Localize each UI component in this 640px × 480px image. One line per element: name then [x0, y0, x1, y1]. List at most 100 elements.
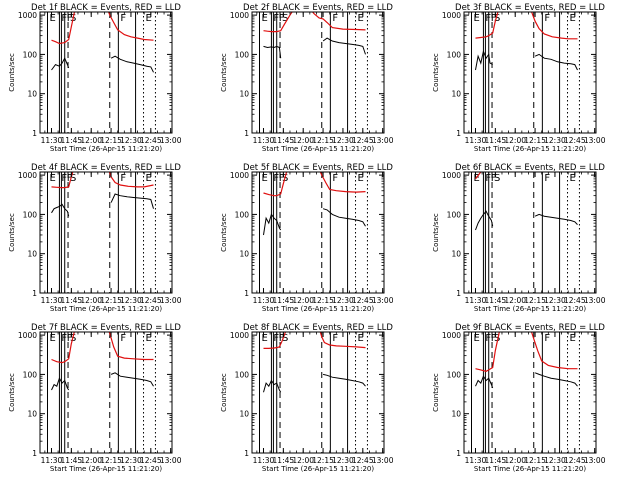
y-axis-label: Counts/sec — [432, 373, 440, 412]
x-axis-label: Start Time (26-Apr-15 11:21:20) — [262, 145, 374, 153]
marker-label-S: S — [494, 333, 500, 344]
x-axis-label: Start Time (26-Apr-15 11:21:20) — [50, 305, 162, 313]
marker-label-F: F — [120, 173, 126, 184]
y-tick-label: 1000 — [230, 171, 249, 180]
x-tick-label: 12:00 — [292, 456, 314, 465]
events-series-line — [110, 55, 154, 73]
plot-frame — [39, 11, 173, 134]
panel-det-6: EFFSFE110100100011:3011:4512:0012:1512:3… — [432, 163, 606, 313]
x-tick-label: 11:45 — [61, 296, 83, 305]
x-tick-label: 12:00 — [504, 456, 526, 465]
y-tick-label: 10 — [27, 250, 37, 259]
y-tick-label: 100 — [23, 370, 38, 379]
x-tick-label: 12:15 — [312, 456, 334, 465]
marker-label-F: F — [544, 13, 550, 24]
marker-label-F: F — [544, 333, 550, 344]
marker-label-E: E — [50, 13, 56, 24]
y-tick-label: 1000 — [18, 171, 37, 180]
y-tick-label: 1 — [244, 289, 249, 298]
y-tick-label: 1000 — [230, 331, 249, 340]
x-tick-label: 13:00 — [584, 136, 606, 145]
panel-title: Det 2f BLACK = Events, RED = LLD — [243, 3, 393, 13]
y-tick-label: 10 — [451, 410, 461, 419]
y-tick-label: 100 — [235, 50, 250, 59]
x-tick-label: 11:30 — [253, 296, 275, 305]
y-tick-label: 10 — [451, 90, 461, 99]
x-tick-label: 11:45 — [485, 136, 507, 145]
x-tick-label: 12:00 — [504, 136, 526, 145]
marker-label-F: F — [67, 173, 73, 184]
x-tick-label: 12:45 — [352, 296, 374, 305]
events-series-line — [534, 53, 578, 71]
marker-label-F: F — [120, 333, 126, 344]
panel-det-1: EFFSFE110100100011:3011:4512:0012:1512:3… — [8, 3, 182, 153]
x-tick-label: 12:00 — [504, 296, 526, 305]
x-tick-label: 12:00 — [80, 136, 102, 145]
plot-frame — [39, 171, 173, 294]
marker-label-F: F — [279, 13, 285, 24]
lld-series-line — [263, 12, 366, 33]
marker-label-S: S — [70, 173, 76, 184]
y-tick-label: 10 — [239, 410, 249, 419]
events-series-line — [110, 193, 154, 209]
x-tick-label: 12:15 — [524, 296, 546, 305]
plot-frame — [463, 331, 597, 454]
x-axis-label: Start Time (26-Apr-15 11:21:20) — [474, 145, 586, 153]
y-tick-label: 100 — [447, 50, 462, 59]
events-series-line — [322, 37, 366, 55]
x-tick-label: 11:30 — [41, 296, 63, 305]
y-tick-label: 1 — [32, 129, 37, 138]
marker-label-F: F — [332, 173, 338, 184]
x-tick-label: 12:30 — [332, 296, 354, 305]
x-tick-label: 12:45 — [140, 456, 162, 465]
x-tick-label: 11:30 — [465, 296, 487, 305]
x-tick-label: 13:00 — [584, 296, 606, 305]
plot-frame — [251, 331, 385, 454]
plot-frame — [251, 11, 385, 134]
x-tick-label: 12:30 — [120, 296, 142, 305]
plot-frame — [39, 331, 173, 454]
marker-label-F: F — [120, 13, 126, 24]
x-tick-label: 12:30 — [120, 136, 142, 145]
y-tick-label: 100 — [447, 370, 462, 379]
marker-label-F: F — [279, 333, 285, 344]
plot-frame — [463, 171, 597, 294]
y-axis-label: Counts/sec — [220, 373, 228, 412]
x-tick-label: 12:15 — [312, 136, 334, 145]
panel-title: Det 5f BLACK = Events, RED = LLD — [243, 163, 393, 173]
x-tick-label: 11:30 — [41, 136, 63, 145]
panel-det-5: EFFSFE110100100011:3011:4512:0012:1512:3… — [220, 163, 394, 313]
x-axis-label: Start Time (26-Apr-15 11:21:20) — [262, 465, 374, 473]
panel-det-2: EFFSFE110100100011:3011:4512:0012:1512:3… — [220, 3, 394, 153]
marker-label-S: S — [282, 333, 288, 344]
marker-label-F: F — [279, 173, 285, 184]
x-tick-label: 13:00 — [372, 296, 394, 305]
panel-title: Det 1f BLACK = Events, RED = LLD — [31, 3, 181, 13]
y-tick-label: 100 — [23, 210, 38, 219]
x-tick-label: 12:00 — [292, 296, 314, 305]
marker-label-F: F — [491, 333, 497, 344]
marker-label-F: F — [544, 173, 550, 184]
x-axis-label: Start Time (26-Apr-15 11:21:20) — [474, 305, 586, 313]
marker-label-E: E — [262, 173, 268, 184]
y-axis-label: Counts/sec — [8, 213, 16, 252]
x-axis-label: Start Time (26-Apr-15 11:21:20) — [50, 465, 162, 473]
x-tick-label: 12:30 — [120, 456, 142, 465]
x-tick-label: 12:45 — [564, 136, 586, 145]
x-axis-label: Start Time (26-Apr-15 11:21:20) — [262, 305, 374, 313]
lld-series-line — [263, 332, 366, 349]
events-series-line — [475, 375, 494, 389]
x-tick-label: 12:45 — [564, 296, 586, 305]
y-tick-label: 1 — [456, 449, 461, 458]
marker-label-F: F — [332, 333, 338, 344]
y-tick-label: 1 — [32, 289, 37, 298]
marker-label-F: F — [67, 13, 73, 24]
y-tick-label: 100 — [235, 370, 250, 379]
y-tick-label: 1000 — [18, 11, 37, 20]
panel-title: Det 9f BLACK = Events, RED = LLD — [455, 323, 605, 333]
marker-label-E: E — [146, 13, 152, 24]
events-series-line — [534, 213, 578, 225]
marker-label-E: E — [50, 333, 56, 344]
x-tick-label: 12:00 — [80, 456, 102, 465]
y-tick-label: 10 — [451, 250, 461, 259]
